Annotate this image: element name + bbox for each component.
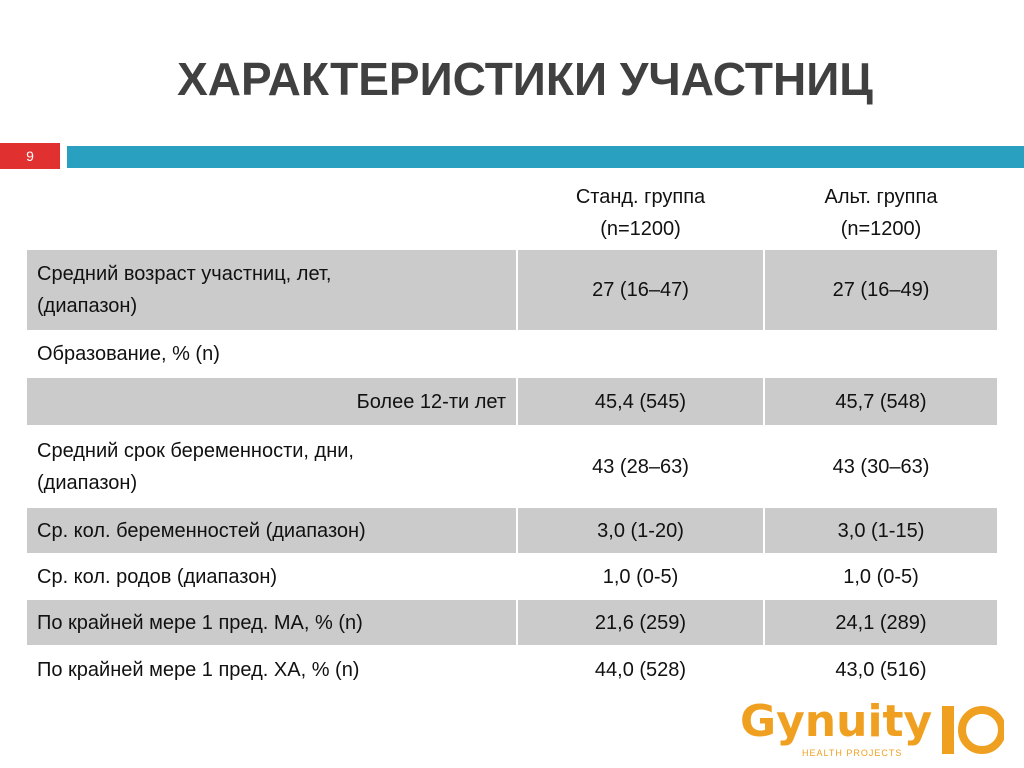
cell: 27 (16–49) bbox=[764, 250, 999, 330]
cell: 43 (28–63) bbox=[517, 425, 765, 508]
table-row: Ср. кол. родов (диапазон) 1,0 (0-5) 1,0 (0… bbox=[27, 553, 999, 600]
cell: 24,1 (289) bbox=[764, 600, 999, 645]
cell: 1,0 (0-5) bbox=[517, 553, 765, 600]
row-label: По крайней мере 1 пред. МА, % (n) bbox=[27, 600, 518, 645]
slide-number: 9 bbox=[0, 143, 60, 169]
accent-bar bbox=[67, 146, 1024, 168]
table-row: По крайней мере 1 пред. МА, % (n) 21,6 (2… bbox=[27, 600, 999, 645]
table-row: Ср. кол. беременностей (диапазон) 3,0 (1-… bbox=[27, 508, 999, 553]
row-label: Средний срок беременности, дни, (диапазо… bbox=[27, 425, 518, 508]
table-row: Средний возраст участниц, лет, (диапазон… bbox=[27, 250, 999, 330]
logo-mark bbox=[942, 706, 1004, 754]
row-label: Более 12-ти лет bbox=[27, 378, 518, 425]
header-cell bbox=[27, 175, 518, 250]
header-cell: Станд. группа (n=1200) bbox=[517, 175, 765, 250]
cell bbox=[764, 330, 999, 378]
row-label: Средний возраст участниц, лет, (диапазон… bbox=[27, 250, 518, 330]
header-cell: Альт. группа (n=1200) bbox=[764, 175, 999, 250]
table-row: Более 12-ти лет 45,4 (545) 45,7 (548) bbox=[27, 378, 999, 425]
slide-title: ХАРАКТЕРИСТИКИ УЧАСТНИЦ bbox=[177, 53, 873, 105]
table-row: По крайней мере 1 пред. ХА, % (n) 44,0 (5… bbox=[27, 645, 999, 695]
cell: 1,0 (0-5) bbox=[764, 553, 999, 600]
cell: 43 (30–63) bbox=[764, 425, 999, 508]
table-row: Образование, % (n) bbox=[27, 330, 999, 378]
logo-name: Gynuity bbox=[740, 696, 933, 747]
cell: 21,6 (259) bbox=[517, 600, 765, 645]
cell: 45,4 (545) bbox=[517, 378, 765, 425]
header-row: Станд. группа (n=1200) Альт. группа (n=12… bbox=[27, 175, 999, 250]
cell: 44,0 (528) bbox=[517, 645, 765, 695]
row-label: Ср. кол. беременностей (диапазон) bbox=[27, 508, 518, 553]
cell: 3,0 (1-15) bbox=[764, 508, 999, 553]
cell: 45,7 (548) bbox=[764, 378, 999, 425]
cell: 3,0 (1-20) bbox=[517, 508, 765, 553]
row-label: Ср. кол. родов (диапазон) bbox=[27, 553, 518, 600]
cell: 43,0 (516) bbox=[764, 645, 999, 695]
logo: Gynuity HEALTH PROJECTS bbox=[740, 696, 1010, 760]
row-label: Образование, % (n) bbox=[27, 330, 518, 378]
logo-tagline: HEALTH PROJECTS bbox=[802, 748, 903, 758]
row-label: По крайней мере 1 пред. ХА, % (n) bbox=[27, 645, 518, 695]
table-row: Средний срок беременности, дни, (диапазо… bbox=[27, 425, 999, 508]
cell bbox=[517, 330, 765, 378]
cell: 27 (16–47) bbox=[517, 250, 765, 330]
data-table: Станд. группа (n=1200) Альт. группа (n=12… bbox=[27, 175, 999, 695]
